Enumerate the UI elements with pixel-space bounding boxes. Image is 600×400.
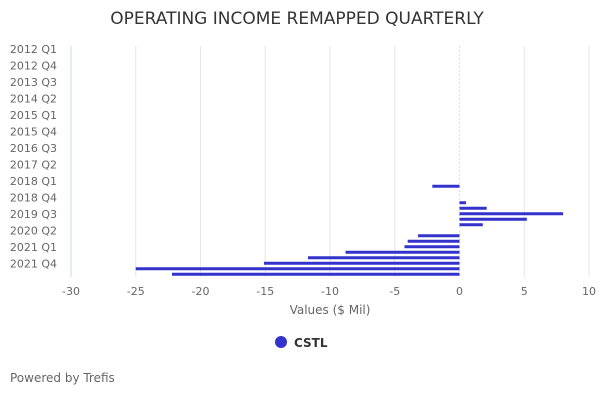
y-tick-label: 2015 Q4 xyxy=(10,125,57,138)
y-tick-label: 2021 Q4 xyxy=(10,257,57,270)
x-tick-label: -5 xyxy=(389,285,400,298)
legend-label: CSTL xyxy=(294,336,328,350)
x-axis-ticks: -30 -25 -20 -15 -10 -5 0 5 10 xyxy=(62,285,596,298)
x-tick-label: -10 xyxy=(321,285,339,298)
bar[interactable] xyxy=(459,201,466,205)
bar[interactable] xyxy=(418,234,460,238)
y-tick-label: 2018 Q1 xyxy=(10,175,57,188)
bar[interactable] xyxy=(135,267,460,271)
x-tick-label: -20 xyxy=(192,285,210,298)
bar[interactable] xyxy=(432,184,460,188)
bars xyxy=(135,184,564,276)
bar[interactable] xyxy=(172,272,460,276)
bar[interactable] xyxy=(407,239,460,243)
bar[interactable] xyxy=(459,206,487,210)
credit-text: Powered by Trefis xyxy=(10,371,115,385)
x-tick-label: -25 xyxy=(127,285,145,298)
y-tick-label: 2020 Q2 xyxy=(10,224,57,237)
x-tick-label: -15 xyxy=(256,285,274,298)
y-tick-label: 2019 Q3 xyxy=(10,208,57,221)
x-tick-label: 5 xyxy=(521,285,528,298)
bar[interactable] xyxy=(459,223,483,227)
x-tick-label: 10 xyxy=(582,285,596,298)
bar[interactable] xyxy=(459,217,527,221)
x-tick-label: -30 xyxy=(62,285,80,298)
x-axis-label: Values ($ Mil) xyxy=(290,303,371,317)
bar[interactable] xyxy=(345,250,460,254)
y-tick-label: 2021 Q1 xyxy=(10,241,57,254)
bar[interactable] xyxy=(263,261,460,265)
y-tick-label: 2017 Q2 xyxy=(10,158,57,171)
grid xyxy=(70,46,590,277)
y-tick-label: 2012 Q4 xyxy=(10,59,57,72)
y-tick-label: 2018 Q4 xyxy=(10,191,57,204)
legend[interactable]: CSTL xyxy=(275,336,328,350)
y-tick-label: 2012 Q1 xyxy=(10,43,57,56)
y-tick-label: 2015 Q1 xyxy=(10,109,57,122)
x-tick-label: 0 xyxy=(456,285,463,298)
bar[interactable] xyxy=(404,245,460,249)
y-axis-ticks: 2012 Q1 2012 Q4 2013 Q3 2014 Q2 2015 Q1 2015 … xyxy=(10,43,57,271)
y-tick-label: 2013 Q3 xyxy=(10,76,57,89)
bar[interactable] xyxy=(459,212,564,216)
y-tick-label: 2014 Q2 xyxy=(10,92,57,105)
bar[interactable] xyxy=(307,256,460,260)
legend-marker-icon xyxy=(275,336,287,348)
chart-title: OPERATING INCOME REMAPPED QUARTERLY xyxy=(110,9,484,29)
y-tick-label: 2016 Q3 xyxy=(10,142,57,155)
